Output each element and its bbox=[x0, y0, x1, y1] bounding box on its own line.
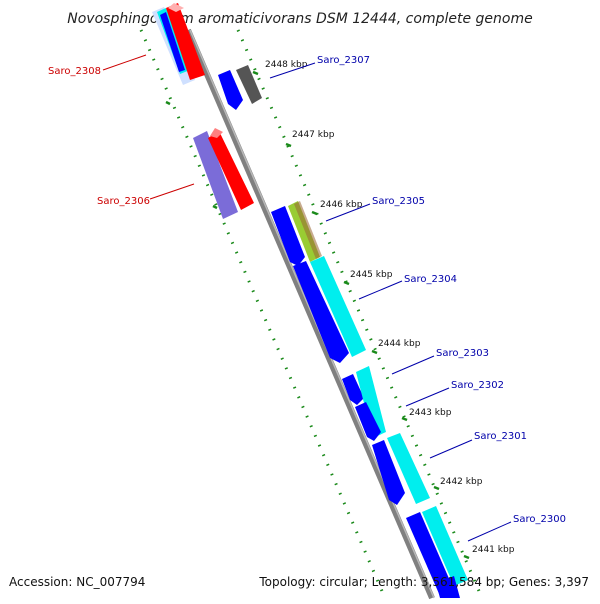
gene-label-saro-2304[interactable]: Saro_2304 bbox=[404, 274, 457, 285]
genome-backbone bbox=[185, 28, 435, 600]
right-tick-row bbox=[236, 29, 484, 599]
gene-saro-2308-tip bbox=[168, 3, 184, 12]
gene-saro-2308[interactable] bbox=[166, 3, 205, 80]
scale-label-2445: 2445 kbp bbox=[350, 270, 393, 280]
map-title: Novosphingobium aromaticivorans DSM 1244… bbox=[67, 11, 532, 27]
gene-labels: Saro_2308 Saro_2307 Saro_2306 Saro_2305 … bbox=[48, 55, 566, 525]
gene-saro-2307[interactable] bbox=[218, 70, 243, 110]
scale-label-2447: 2447 kbp bbox=[292, 130, 335, 140]
scale-label-2443: 2443 kbp bbox=[409, 408, 452, 418]
gene-label-saro-2303[interactable]: Saro_2303 bbox=[436, 348, 489, 359]
gene-saro-2300-blue[interactable] bbox=[406, 512, 454, 596]
gene-label-saro-2305[interactable]: Saro_2305 bbox=[372, 196, 425, 207]
gene-blue-2305a[interactable] bbox=[271, 206, 305, 266]
gene-saro-2304-blue[interactable] bbox=[293, 261, 349, 363]
gene-saro-2300[interactable] bbox=[422, 506, 468, 586]
gene-saro-2303-cyan[interactable] bbox=[356, 366, 386, 438]
gene-label-saro-2307[interactable]: Saro_2307 bbox=[317, 55, 370, 66]
scale-label-2441: 2441 kbp bbox=[472, 545, 515, 555]
accession-text: Accession: NC_007794 bbox=[9, 575, 145, 589]
scale-labels: 2448 kbp 2447 kbp 2446 kbp 2445 kbp 2444… bbox=[265, 60, 515, 555]
scale-label-2444: 2444 kbp bbox=[378, 339, 421, 349]
gene-label-saro-2308[interactable]: Saro_2308 bbox=[48, 66, 101, 77]
genome-backbone-highlight bbox=[189, 29, 435, 599]
gene-blue-left[interactable] bbox=[160, 12, 185, 72]
left-tick-row bbox=[139, 29, 387, 599]
gene-saro-2302[interactable] bbox=[355, 402, 381, 441]
gene-red-tip bbox=[210, 128, 223, 138]
gene-blue-bottom[interactable] bbox=[436, 576, 460, 598]
gene-label-saro-2302[interactable]: Saro_2302 bbox=[451, 380, 504, 391]
gene-saro-2306[interactable] bbox=[193, 131, 238, 219]
gene-label-saro-2306[interactable]: Saro_2306 bbox=[97, 196, 150, 207]
gene-leader-lines bbox=[102, 54, 512, 542]
genome-summary-text: Topology: circular; Length: 3,561,584 bp… bbox=[258, 575, 589, 589]
gene-label-saro-2300[interactable]: Saro_2300 bbox=[513, 514, 566, 525]
gene-saro-2303[interactable] bbox=[342, 374, 364, 405]
reverse-strand-genes bbox=[152, 3, 254, 219]
gene-red-saro-2306-neighbour[interactable] bbox=[208, 131, 254, 210]
forward-strand-genes bbox=[218, 65, 468, 598]
scale-label-2448: 2448 kbp bbox=[265, 60, 308, 70]
major-ticks bbox=[165, 70, 470, 560]
gene-label-saro-2301[interactable]: Saro_2301 bbox=[474, 431, 527, 442]
gene-saro-2304[interactable] bbox=[310, 256, 366, 357]
gene-gray[interactable] bbox=[236, 65, 262, 104]
gene-saro-2305-band bbox=[294, 201, 322, 259]
scale-label-2446: 2446 kbp bbox=[320, 200, 363, 210]
scale-label-2442: 2442 kbp bbox=[440, 477, 483, 487]
gene-saro-2301-blue[interactable] bbox=[372, 440, 405, 505]
gene-saro-2301[interactable] bbox=[387, 433, 430, 504]
